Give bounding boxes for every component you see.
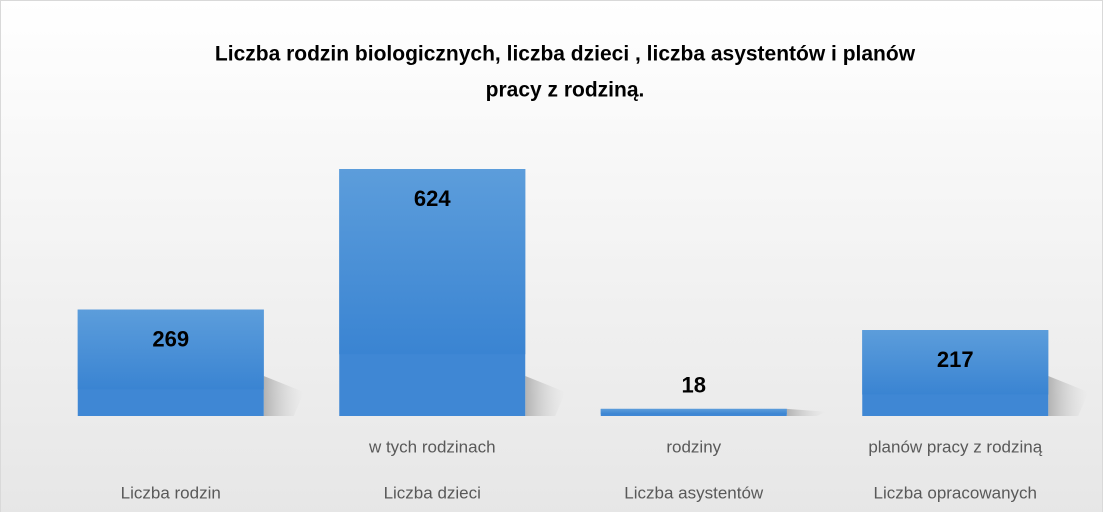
bar-highlight: [862, 330, 1049, 395]
x-tick-label: Liczba rodzin: [121, 483, 221, 502]
x-tick-label: Liczba dzieci: [384, 483, 481, 502]
bar-shadow: [263, 376, 304, 416]
value-label: 624: [414, 186, 451, 211]
x-tick-label: planów pracy z rodziną: [868, 437, 1042, 456]
value-label: 217: [937, 347, 974, 372]
x-tick-label: rodziny: [666, 437, 721, 456]
bar-highlight: [339, 169, 526, 355]
x-tick-label: w tych rodzinach: [368, 437, 496, 456]
value-label: 18: [682, 373, 706, 398]
value-label: 269: [152, 326, 189, 351]
bar-highlight: [600, 408, 787, 415]
chart-title: pracy z rodziną.: [486, 79, 645, 102]
bar-shadow: [1048, 376, 1089, 416]
chart-title: Liczba rodzin biologicznych, liczba dzie…: [215, 43, 916, 66]
bar-highlight: [77, 309, 264, 390]
bar-shadow: [525, 376, 566, 416]
x-tick-label: Liczba opracowanych: [874, 483, 1037, 502]
bar-shadow: [786, 408, 827, 416]
x-tick-label: Liczba asystentów: [624, 483, 764, 502]
